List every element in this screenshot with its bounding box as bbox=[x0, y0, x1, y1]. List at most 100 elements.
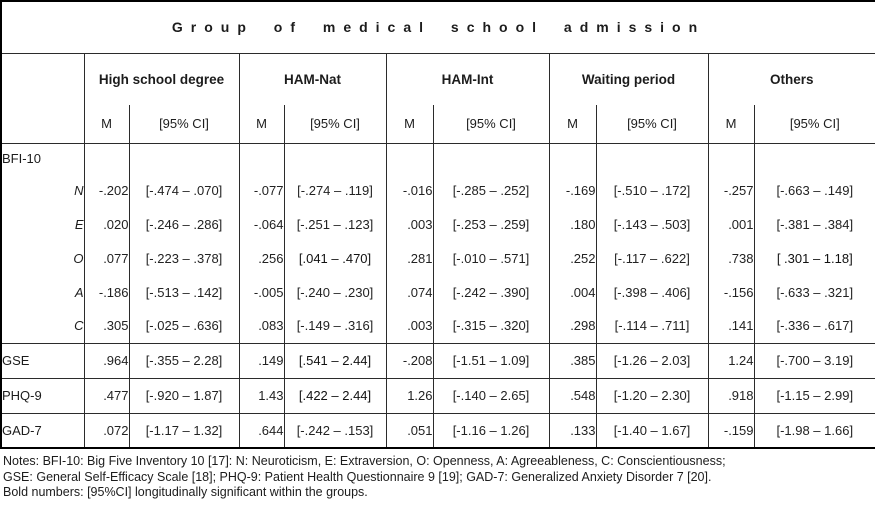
subheader-m: M bbox=[238, 105, 284, 144]
m-value-cell: .252 bbox=[548, 241, 596, 275]
ci-value-cell: [-.251 – .123] bbox=[283, 207, 386, 241]
ci-value-cell: [-1.26 – 2.03] bbox=[595, 342, 708, 378]
row-label: BFI-10 bbox=[2, 150, 42, 166]
ci-value-cell: [-1.20 – 2.30] bbox=[595, 377, 708, 413]
m-value-cell: -.159 bbox=[707, 412, 754, 448]
table-title-row: Group of medical school admission bbox=[1, 1, 875, 54]
row-label: O bbox=[73, 250, 84, 266]
table-row: PHQ-9.477 [-.920 – 1.87] 1.43 [.422 – 2.44]… bbox=[1, 377, 875, 413]
m-value-cell: .281 bbox=[385, 241, 433, 275]
ci-value-cell: [.541 – 2.44] bbox=[283, 342, 386, 378]
row-label: PHQ-9 bbox=[1, 377, 84, 413]
m-value-cell: -.077 bbox=[238, 173, 284, 207]
subheader-ci: [95% CI] bbox=[128, 105, 239, 144]
ci-value-cell bbox=[595, 143, 708, 173]
ci-value-cell: [-.920 – 1.87] bbox=[128, 377, 239, 413]
ci-value-cell: [-.149 – .316] bbox=[283, 309, 386, 343]
subheader-ci: [95% CI] bbox=[432, 105, 549, 144]
ci-value-cell: [-.510 – .172] bbox=[595, 173, 708, 207]
row-label: N bbox=[74, 182, 84, 198]
notes-line-3: Bold numbers: [95%CI] longitudinally sig… bbox=[3, 485, 368, 500]
table-body: BFI-10 N -.202 [-.474 – .070] -.077 [-.274 – … bbox=[1, 143, 875, 448]
notes-line-1: Notes: BFI-10: Big Five Inventory 10 [17… bbox=[3, 454, 726, 468]
ci-value-cell: [-.315 – .320] bbox=[432, 309, 549, 343]
group-header: High school degree bbox=[83, 53, 239, 105]
ci-value-cell: [-.663 – .149] bbox=[753, 173, 875, 207]
ci-value-cell: [-.700 – 3.19] bbox=[753, 342, 875, 378]
table-title: Group of medical school admission bbox=[1, 1, 875, 54]
m-value-cell: .149 bbox=[238, 342, 284, 378]
m-value-cell: -.156 bbox=[707, 275, 754, 309]
m-value-cell bbox=[707, 143, 754, 173]
m-value-cell: .298 bbox=[548, 309, 596, 343]
m-value-cell: -.186 bbox=[83, 275, 129, 309]
m-value-cell: .918 bbox=[707, 377, 754, 413]
ci-value-cell: [-.223 – .378] bbox=[128, 241, 239, 275]
ci-value-cell: [-1.51 – 1.09] bbox=[432, 342, 549, 378]
ci-value-cell bbox=[283, 143, 386, 173]
table-row: O .077 [-.223 – .378] .256 [.041 – .470] .281… bbox=[1, 241, 875, 275]
m-value-cell: -.202 bbox=[83, 173, 129, 207]
table-row: N -.202 [-.474 – .070] -.077 [-.274 – .119] -… bbox=[1, 173, 875, 207]
subheader-m: M bbox=[83, 105, 129, 144]
group-header-row: High school degree HAM-Nat HAM-Int Waiting … bbox=[1, 53, 875, 144]
table-row: GAD-7.072 [-1.17 – 1.32] .644 [-.242 – .153… bbox=[1, 412, 875, 448]
ci-value-cell: [-.285 – .252] bbox=[432, 173, 549, 207]
subheader-ci: [95% CI] bbox=[595, 105, 708, 144]
ci-value-cell bbox=[128, 143, 239, 173]
m-value-cell: .020 bbox=[83, 207, 129, 241]
ci-value-cell: [-.274 – .119] bbox=[283, 173, 386, 207]
ci-value-cell: [-.242 – .153] bbox=[283, 412, 386, 448]
subheader-ci: [95% CI] bbox=[753, 105, 875, 144]
ci-value-cell bbox=[432, 143, 549, 173]
m-value-cell: .072 bbox=[83, 412, 129, 448]
admission-groups-table: Group of medical school admission High s… bbox=[0, 0, 875, 449]
m-value-cell: .385 bbox=[548, 342, 596, 378]
m-value-cell: -.208 bbox=[385, 342, 433, 378]
m-value-cell bbox=[548, 143, 596, 173]
table-row: GSE .964 [-.355 – 2.28] .149 [.541 – 2.44] -.… bbox=[1, 342, 875, 378]
m-value-cell: .074 bbox=[385, 275, 433, 309]
m-value-cell bbox=[83, 143, 129, 173]
m-value-cell: .738 bbox=[707, 241, 754, 275]
table-notes: Notes: BFI-10: Big Five Inventory 10 [17… bbox=[0, 454, 875, 501]
ci-value-cell: [-.117 – .622] bbox=[595, 241, 708, 275]
row-label-column-header bbox=[1, 53, 84, 144]
ci-value-cell: [-.513 – .142] bbox=[128, 275, 239, 309]
m-value-cell: .548 bbox=[548, 377, 596, 413]
m-value-cell: .051 bbox=[385, 412, 433, 448]
row-label: C bbox=[74, 318, 84, 334]
ci-value-cell: [-.242 – .390] bbox=[432, 275, 549, 309]
ci-value-cell: [-.246 – .286] bbox=[128, 207, 239, 241]
group-header: HAM-Int bbox=[385, 53, 549, 105]
ci-value-cell: [-.381 – .384] bbox=[753, 207, 875, 241]
ci-value-cell: [-.010 – .571] bbox=[432, 241, 549, 275]
group-header: Others bbox=[707, 53, 875, 105]
subheader-m: M bbox=[707, 105, 754, 144]
m-value-cell: .477 bbox=[83, 377, 129, 413]
subheader-ci: [95% CI] bbox=[283, 105, 386, 144]
m-value-cell: .077 bbox=[83, 241, 129, 275]
m-value-cell: .964 bbox=[83, 342, 129, 378]
subheader-m: M bbox=[548, 105, 596, 144]
row-label: E bbox=[74, 216, 84, 232]
ci-value-cell: [-.240 – .230] bbox=[283, 275, 386, 309]
m-value-cell: .004 bbox=[548, 275, 596, 309]
table-row: A -.186 [-.513 – .142] -.005 [-.240 – .230].… bbox=[1, 275, 875, 309]
table-row: BFI-10 bbox=[1, 143, 875, 173]
m-value-cell: .003 bbox=[385, 309, 433, 343]
ci-value-cell: [-1.40 – 1.67] bbox=[595, 412, 708, 448]
ci-value-cell: [-.253 – .259] bbox=[432, 207, 549, 241]
m-value-cell: 1.26 bbox=[385, 377, 433, 413]
ci-value-cell: [-.398 – .406] bbox=[595, 275, 708, 309]
ci-value-cell: [.041 – .470] bbox=[283, 241, 386, 275]
ci-value-cell: [-1.17 – 1.32] bbox=[128, 412, 239, 448]
ci-value-cell: [-1.16 – 1.26] bbox=[432, 412, 549, 448]
m-value-cell: -.169 bbox=[548, 173, 596, 207]
table-row: C .305 [-.025 – .636] .083 [-.149 – .316] .00… bbox=[1, 309, 875, 343]
row-label: GAD-7 bbox=[1, 412, 84, 448]
row-label: GSE bbox=[1, 342, 84, 378]
m-value-cell: -.257 bbox=[707, 173, 754, 207]
ci-value-cell: [-.355 – 2.28] bbox=[128, 342, 239, 378]
